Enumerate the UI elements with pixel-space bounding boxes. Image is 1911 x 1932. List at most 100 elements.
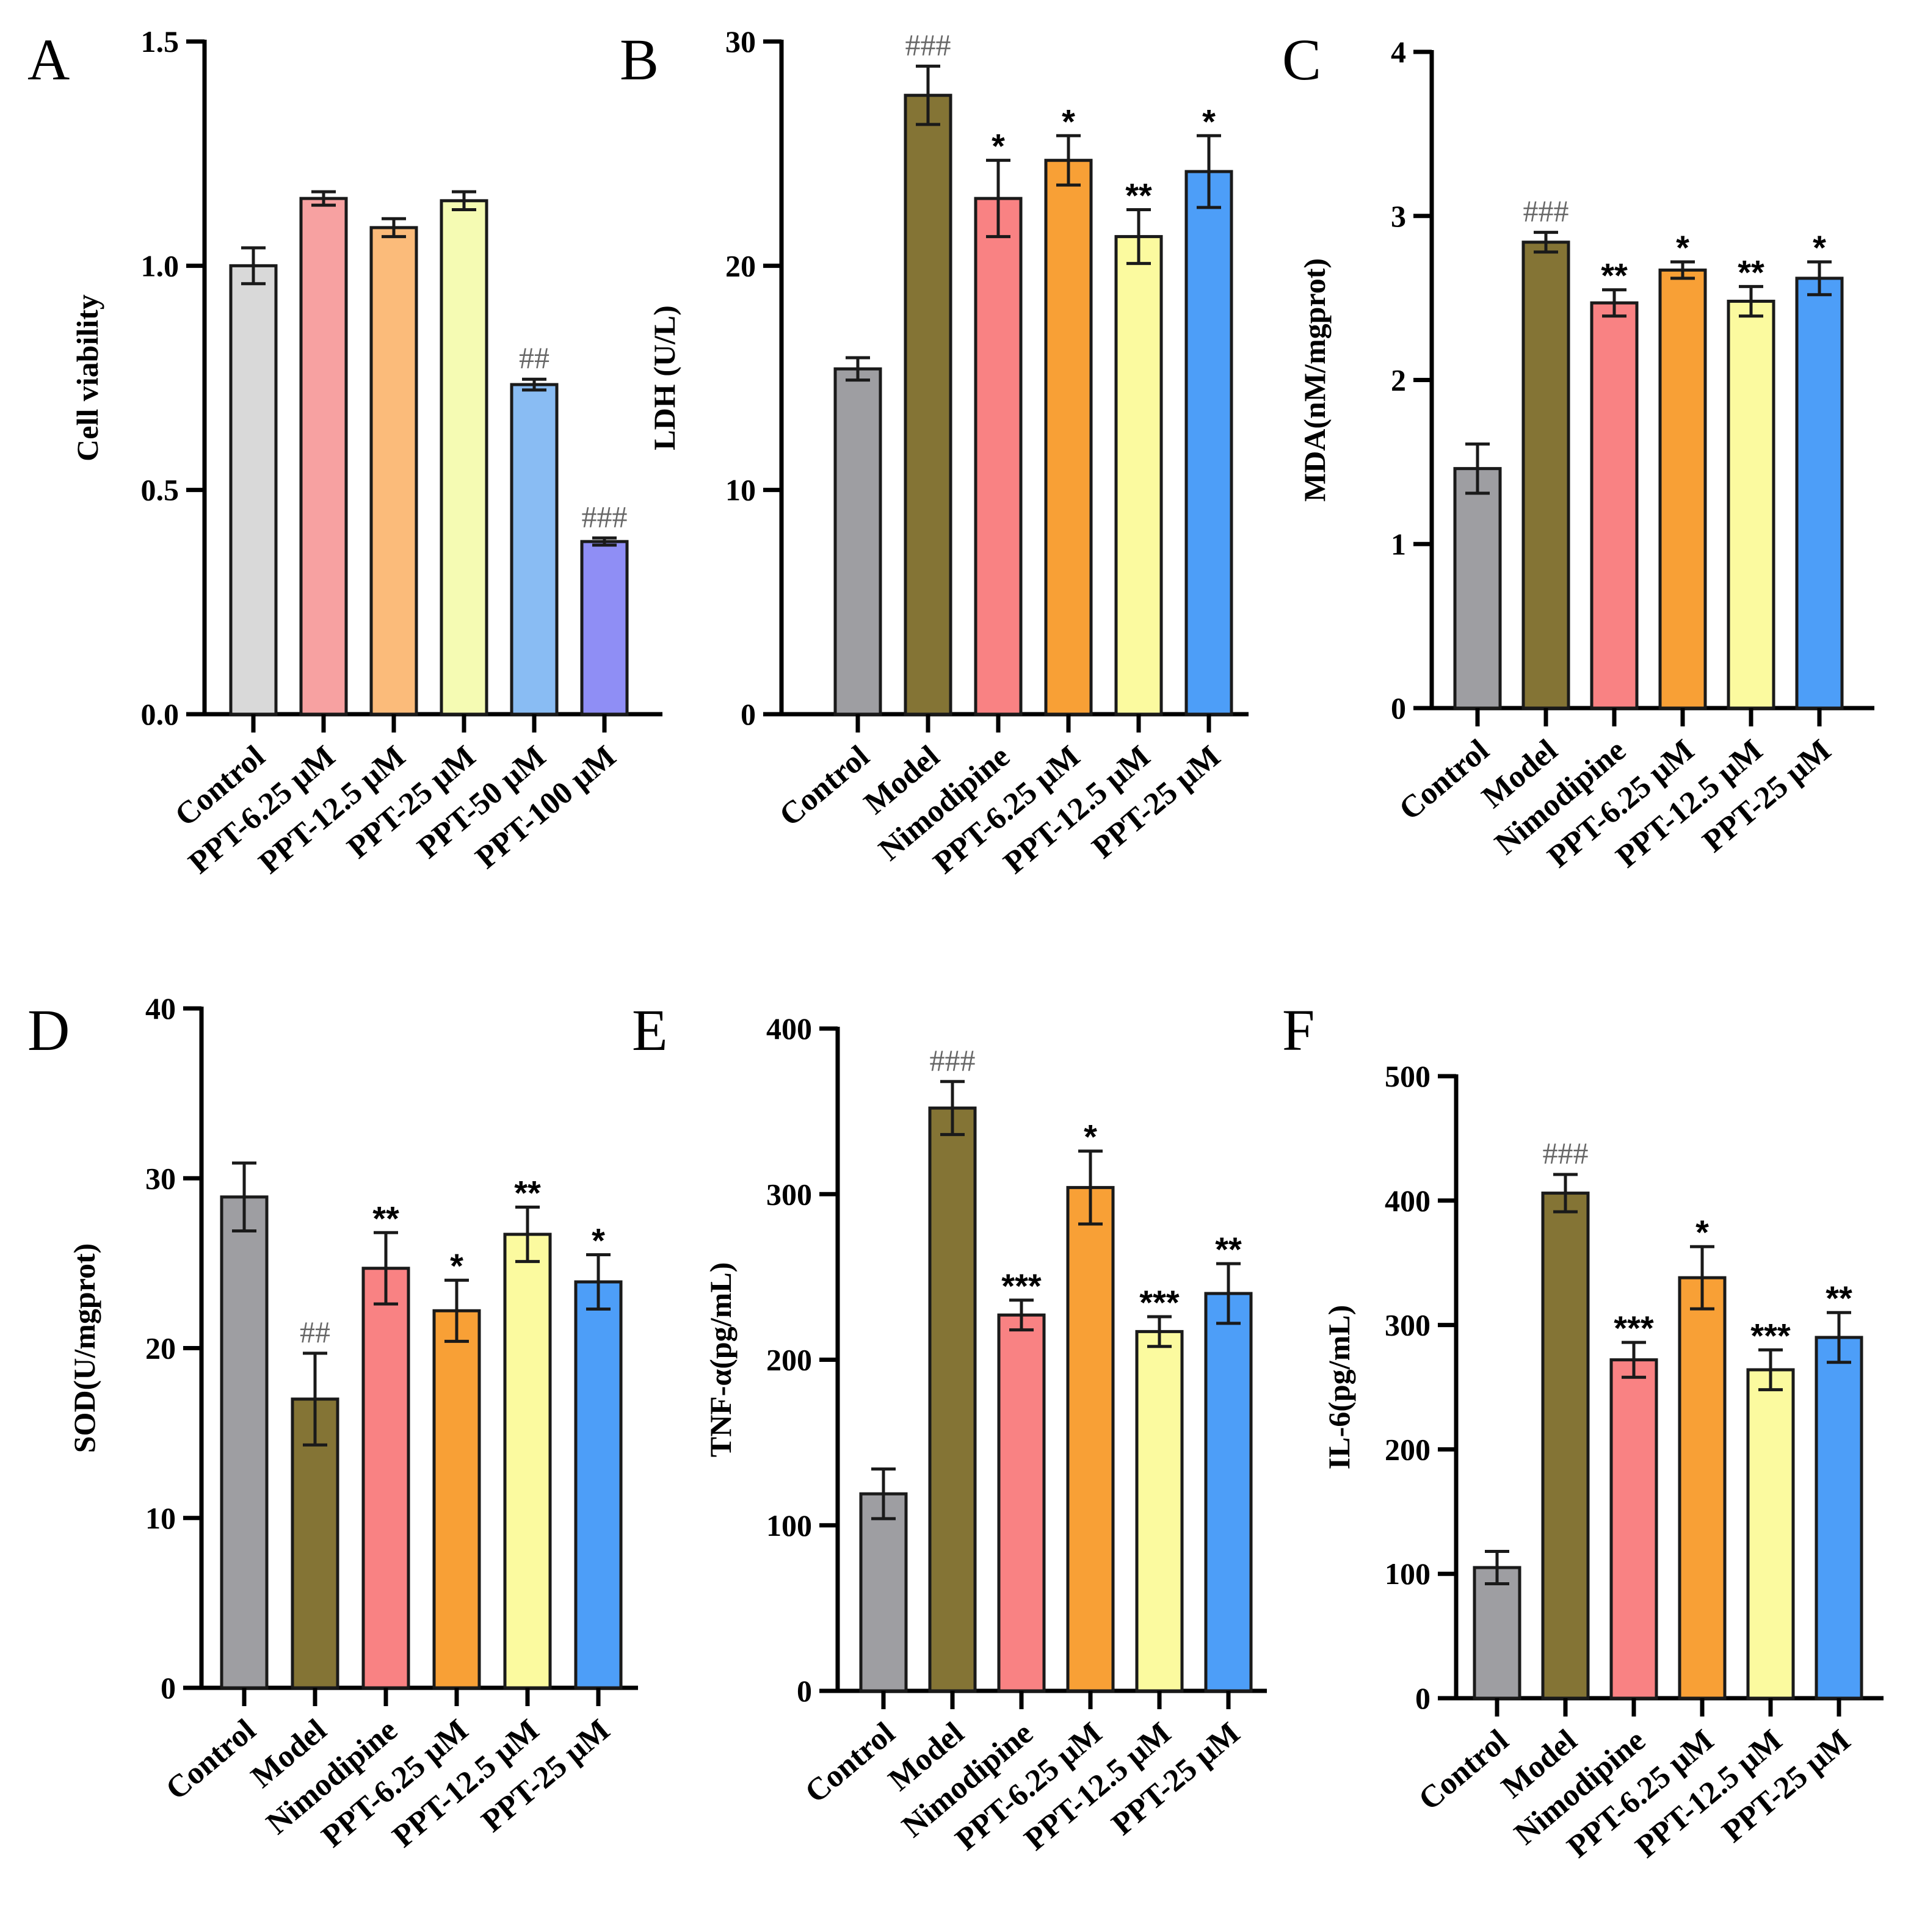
bar	[1590, 301, 1639, 710]
bar	[580, 540, 629, 716]
y-tick-label: 400	[766, 1011, 812, 1046]
y-tick-label: 100	[766, 1508, 812, 1543]
y-axis-title: TNF-α(pg/mL)	[703, 1262, 738, 1458]
y-tick-label: 100	[1385, 1557, 1431, 1591]
bar	[1609, 1358, 1658, 1700]
bar	[574, 1280, 623, 1690]
bar	[859, 1492, 908, 1693]
y-tick-label: 1	[1391, 527, 1406, 561]
y-tick-label: 0	[797, 1674, 812, 1708]
bar	[928, 1106, 977, 1693]
category-label: Control	[1393, 733, 1496, 827]
panel-letter: B	[620, 27, 659, 92]
bar	[1204, 1292, 1253, 1693]
bar	[974, 197, 1023, 716]
bar	[1135, 1330, 1184, 1693]
significance-marker: **	[1125, 176, 1152, 215]
bar	[229, 264, 278, 716]
category-label: Control	[1412, 1723, 1515, 1817]
y-tick-label: 30	[145, 1161, 176, 1195]
significance-marker: *	[450, 1246, 463, 1285]
panel-letter: F	[1282, 997, 1314, 1063]
y-axis-title: LDH (U/L)	[647, 305, 681, 450]
bar	[299, 197, 348, 716]
panel-letter: D	[27, 997, 70, 1063]
y-tick-label: 3	[1391, 199, 1406, 233]
bar	[1114, 235, 1163, 716]
y-tick-label: 0	[161, 1671, 176, 1705]
y-tick-label: 500	[1385, 1059, 1431, 1093]
significance-marker: *	[1676, 228, 1689, 267]
y-tick-label: 10	[725, 473, 756, 507]
y-tick-label: 300	[766, 1177, 812, 1211]
bar	[510, 383, 559, 716]
bar	[1044, 159, 1093, 716]
significance-marker: *	[1202, 102, 1216, 140]
significance-marker: **	[372, 1199, 399, 1237]
bar	[1066, 1185, 1115, 1693]
bar	[1521, 241, 1570, 710]
significance-marker: ###	[930, 1043, 976, 1077]
y-tick-label: 4	[1391, 35, 1406, 69]
y-tick-label: 1.5	[141, 24, 179, 59]
y-tick-label: 20	[725, 248, 756, 283]
significance-marker: **	[1738, 253, 1764, 291]
significance-marker: ***	[1750, 1316, 1791, 1355]
significance-marker: *	[1062, 102, 1075, 140]
y-axis-title: Cell viability	[70, 294, 104, 461]
y-tick-label: 0.0	[141, 697, 179, 731]
bar	[1815, 1336, 1863, 1700]
significance-marker: *	[1084, 1118, 1097, 1156]
significance-marker: **	[1826, 1279, 1852, 1317]
significance-marker: *	[1813, 228, 1826, 267]
y-axis-title: IL-6(pg/mL)	[1322, 1305, 1356, 1469]
significance-marker: *	[592, 1221, 605, 1259]
bar	[1658, 268, 1707, 710]
chart-panel-d: D010203040SOD(U/mgprot)Control##Model**N…	[27, 991, 638, 1854]
bar	[904, 93, 952, 716]
significance-marker: ***	[1139, 1283, 1180, 1322]
panel-letter: E	[632, 997, 668, 1063]
bar	[1184, 170, 1233, 716]
bar	[361, 1267, 410, 1690]
significance-marker: *	[992, 127, 1005, 165]
y-tick-label: 0	[1391, 691, 1406, 725]
significance-marker: ###	[905, 27, 951, 62]
significance-marker: *	[1695, 1213, 1709, 1251]
significance-marker: ***	[1001, 1267, 1042, 1305]
bar	[1746, 1368, 1795, 1700]
category-label: Control	[799, 1716, 902, 1810]
y-tick-label: 2	[1391, 363, 1406, 397]
y-tick-label: 20	[145, 1331, 176, 1366]
significance-marker: ###	[1543, 1136, 1589, 1170]
panel-letter: A	[27, 27, 70, 92]
bar	[1473, 1566, 1521, 1700]
significance-marker: **	[1215, 1230, 1242, 1268]
y-tick-label: 0	[741, 697, 756, 731]
significance-marker: ***	[1614, 1309, 1654, 1347]
y-tick-label: 200	[1385, 1432, 1431, 1466]
chart-panel-c: C01234MDA(nM/mgprot)Control###Model**Nim…	[1282, 27, 1874, 875]
significance-marker: ###	[582, 499, 628, 534]
bar	[369, 226, 418, 716]
y-tick-label: 10	[145, 1501, 176, 1535]
bar	[997, 1313, 1046, 1693]
significance-marker: ###	[1523, 194, 1569, 228]
significance-marker: **	[1601, 256, 1628, 295]
y-axis-title: MDA(nM/mgprot)	[1297, 258, 1332, 502]
significance-marker: **	[514, 1174, 541, 1212]
y-tick-label: 400	[1385, 1184, 1431, 1218]
y-tick-label: 0.5	[141, 473, 179, 507]
significance-marker: ##	[519, 341, 549, 375]
chart-panel-e: E0100200300400TNF-α(pg/mL)Control###Mode…	[632, 997, 1267, 1858]
significance-marker: ##	[300, 1315, 330, 1349]
y-tick-label: 30	[725, 24, 756, 59]
bar	[1678, 1276, 1727, 1700]
y-tick-label: 40	[145, 991, 176, 1026]
y-tick-label: 1.0	[141, 248, 179, 283]
bar	[291, 1397, 339, 1690]
bar	[440, 199, 488, 716]
